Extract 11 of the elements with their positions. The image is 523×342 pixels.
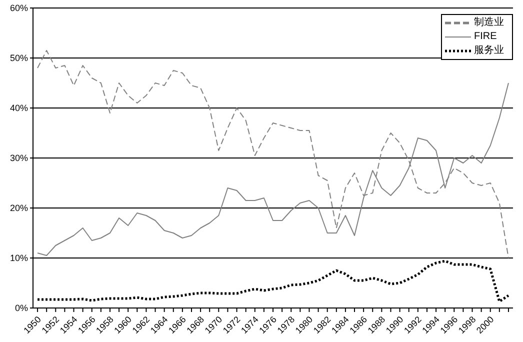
legend-label: FIRE — [474, 30, 497, 44]
y-tick-label: 50% — [10, 53, 28, 64]
y-tick-label: 60% — [10, 3, 28, 14]
y-tick-label: 40% — [10, 103, 28, 114]
y-tick-label: 0% — [14, 303, 28, 314]
y-tick-label: 20% — [10, 203, 28, 214]
legend-label: 制造业 — [474, 16, 504, 30]
line-series — [36, 260, 510, 303]
y-tick-label: 30% — [10, 153, 28, 164]
y-tick-label: 10% — [10, 253, 28, 264]
legend-label: 服务业 — [474, 44, 504, 58]
